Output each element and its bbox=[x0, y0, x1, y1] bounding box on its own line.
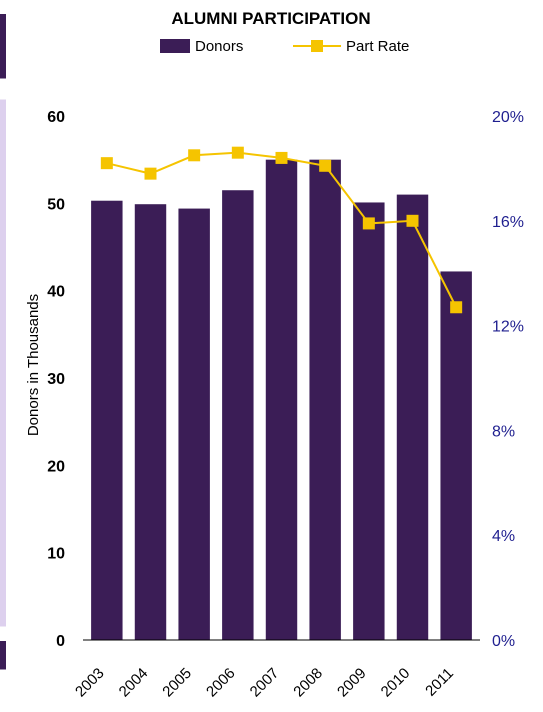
legend: Donors Part Rate bbox=[160, 38, 409, 55]
y-axis-right-ticks: 0% 4% 8% 12% 16% 20% bbox=[492, 109, 524, 650]
donor-bar bbox=[265, 159, 298, 640]
x-tick-label: 2004 bbox=[116, 665, 152, 701]
donor-bar bbox=[91, 200, 123, 641]
y-axis-label: Donors in Thousands bbox=[25, 294, 42, 436]
x-tick-label: 2008 bbox=[290, 665, 326, 701]
y-tick-label: 30 bbox=[47, 371, 65, 388]
part-rate-marker bbox=[275, 151, 288, 164]
x-tick-label: 2010 bbox=[378, 665, 414, 701]
chart-title: ALUMNI PARTICIPATION bbox=[171, 9, 370, 28]
donor-bar bbox=[178, 208, 210, 640]
part-rate-marker bbox=[144, 167, 157, 180]
y2-tick-label: 20% bbox=[492, 109, 524, 126]
donor-bar bbox=[222, 190, 254, 640]
legend-donors-label: Donors bbox=[195, 38, 243, 55]
y-tick-label: 0 bbox=[56, 633, 65, 650]
part-rate-marker bbox=[100, 157, 113, 170]
y-tick-label: 50 bbox=[47, 196, 65, 213]
donor-bar bbox=[440, 271, 472, 640]
x-tick-label: 2006 bbox=[203, 665, 239, 701]
part-rate-marker bbox=[362, 217, 375, 230]
y-tick-label: 40 bbox=[47, 284, 65, 301]
y2-tick-label: 16% bbox=[492, 214, 524, 231]
y2-tick-label: 0% bbox=[492, 633, 515, 650]
y-axis-left-ticks: 0 10 20 30 40 50 60 bbox=[47, 109, 65, 650]
donor-bar bbox=[396, 194, 429, 640]
donor-bar bbox=[134, 204, 167, 640]
x-axis-ticks: 2003 2004 2005 2006 2007 2008 2009 2010 2011 bbox=[72, 665, 457, 701]
y2-tick-label: 12% bbox=[492, 319, 524, 336]
x-tick-label: 2009 bbox=[334, 665, 370, 701]
left-edge-strip bbox=[0, 0, 6, 712]
part-rate-marker bbox=[406, 214, 419, 227]
x-tick-label: 2007 bbox=[247, 665, 283, 701]
y2-tick-label: 4% bbox=[492, 528, 515, 545]
part-rate-marker bbox=[231, 146, 244, 159]
x-tick-label: 2005 bbox=[159, 665, 195, 701]
donor-bars bbox=[91, 159, 472, 641]
y-tick-label: 20 bbox=[47, 458, 65, 475]
y-tick-label: 10 bbox=[47, 546, 65, 563]
y-tick-label: 60 bbox=[47, 109, 65, 126]
part-rate-series bbox=[100, 146, 463, 314]
donor-bar bbox=[309, 159, 341, 640]
legend-donors-swatch bbox=[160, 39, 190, 53]
legend-part-rate-label: Part Rate bbox=[346, 38, 409, 55]
legend-part-rate-marker bbox=[311, 40, 323, 52]
x-tick-label: 2011 bbox=[422, 665, 457, 700]
part-rate-marker bbox=[188, 149, 201, 162]
part-rate-marker bbox=[319, 159, 332, 172]
part-rate-marker bbox=[450, 301, 463, 314]
y2-tick-label: 8% bbox=[492, 423, 515, 440]
donor-bar bbox=[353, 202, 385, 640]
x-tick-label: 2003 bbox=[72, 665, 108, 701]
